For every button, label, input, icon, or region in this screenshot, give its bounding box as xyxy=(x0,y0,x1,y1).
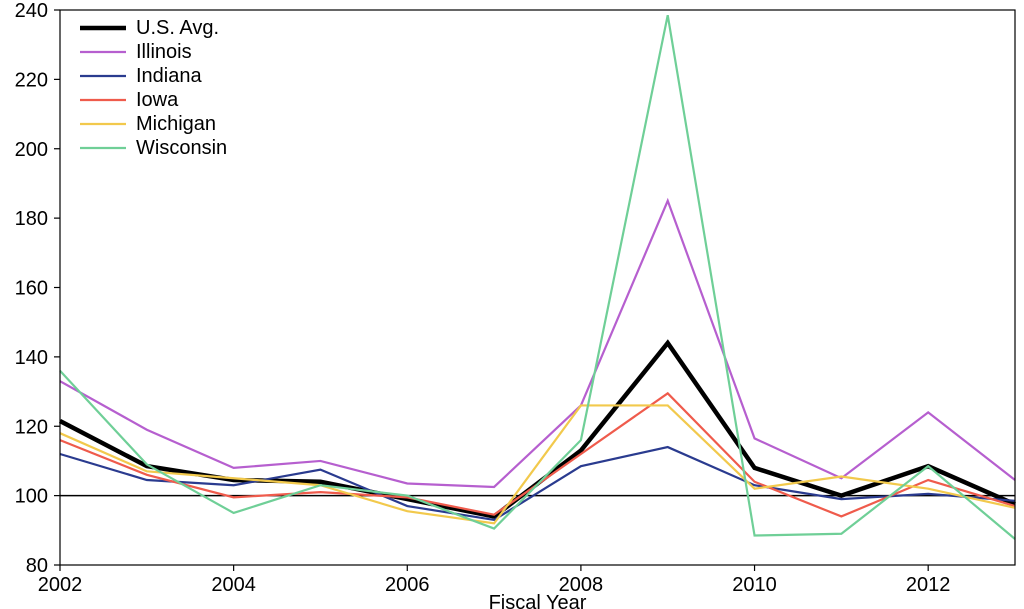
legend-label: Illinois xyxy=(136,41,192,63)
x-tick-label: 2010 xyxy=(732,574,777,596)
y-tick-label: 200 xyxy=(15,139,48,161)
line-chart: 2002200420062008201020128010012014016018… xyxy=(0,0,1024,609)
x-tick-label: 2002 xyxy=(38,574,83,596)
y-tick-label: 120 xyxy=(15,416,48,438)
x-tick-label: 2006 xyxy=(385,574,430,596)
y-tick-label: 80 xyxy=(26,555,48,577)
y-tick-label: 100 xyxy=(15,486,48,508)
y-tick-label: 220 xyxy=(15,69,48,91)
x-tick-label: 2012 xyxy=(906,574,951,596)
legend-label: Indiana xyxy=(136,65,202,87)
chart-container: 2002200420062008201020128010012014016018… xyxy=(0,0,1024,609)
y-tick-label: 160 xyxy=(15,278,48,300)
legend-label: Michigan xyxy=(136,113,216,135)
legend-label: U.S. Avg. xyxy=(136,17,219,39)
y-tick-label: 140 xyxy=(15,347,48,369)
legend-label: Iowa xyxy=(136,89,179,111)
x-tick-label: 2004 xyxy=(211,574,256,596)
y-tick-label: 240 xyxy=(15,0,48,22)
legend-label: Wisconsin xyxy=(136,137,227,159)
y-tick-label: 180 xyxy=(15,208,48,230)
x-axis-label: Fiscal Year xyxy=(489,592,587,609)
